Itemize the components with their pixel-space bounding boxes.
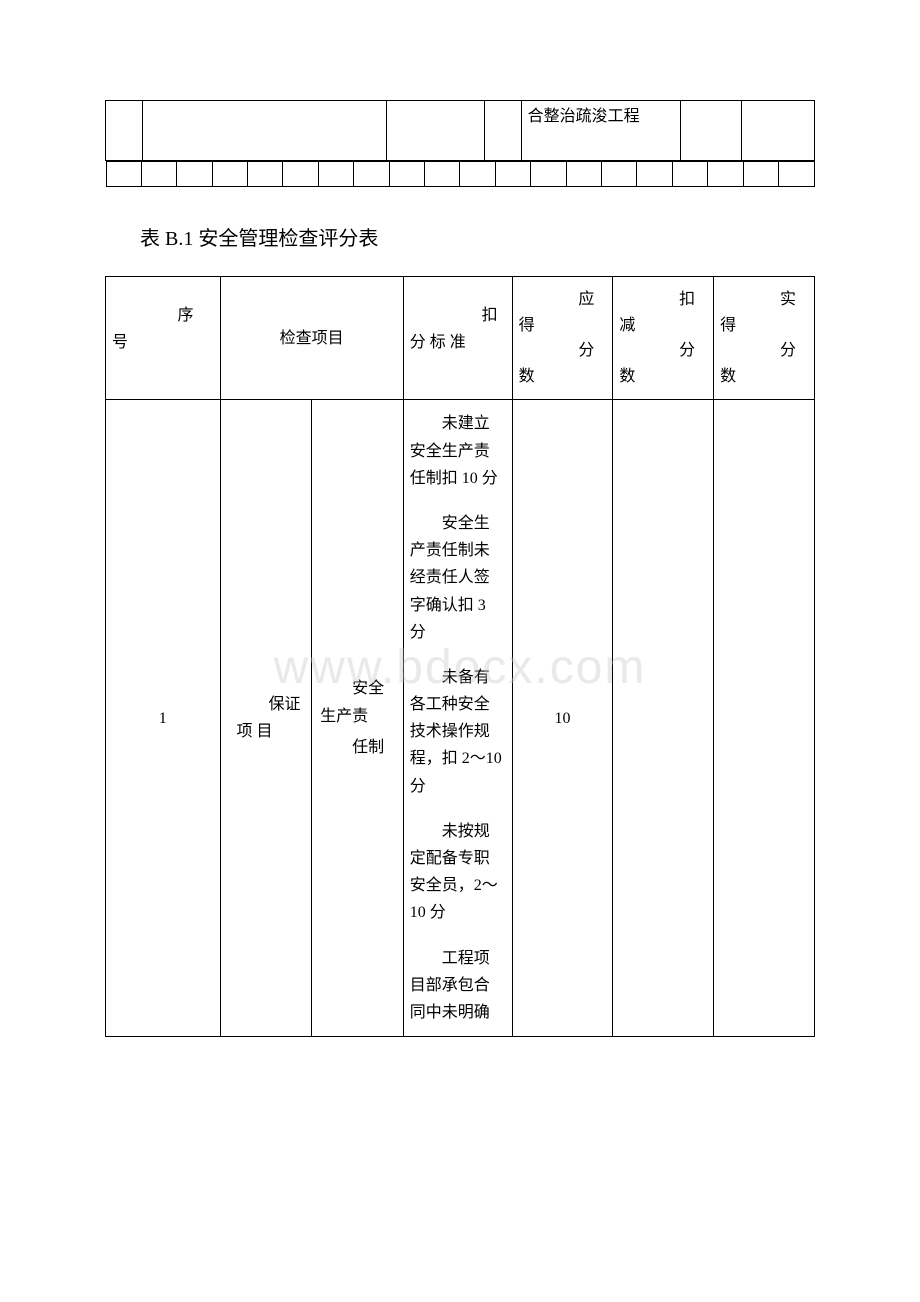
table-row: 1 保证 项 目 安全生产责 任制 未建立安全生产责任制扣 10 分 安全生产责…: [106, 400, 815, 1037]
empty-cell: [425, 162, 460, 187]
criteria-item: 工程项目部承包合同中未明确: [410, 945, 506, 1027]
empty-cell: [741, 101, 814, 161]
empty-cell: [248, 162, 283, 187]
criteria-cell: 未建立安全生产责任制扣 10 分 安全生产责任制未经责任人签字确认扣 3 分 未…: [403, 400, 512, 1037]
header-standard: 扣 分 标 准: [403, 277, 512, 400]
category-cell: 保证 项 目: [220, 400, 312, 1037]
criteria-item: 未备有各工种安全技术操作规程，扣 2～10 分: [410, 664, 506, 800]
header-seq: 序 号: [106, 277, 221, 400]
actual-score-cell: [714, 400, 815, 1037]
table-row: 合整治疏浚工程: [106, 101, 815, 161]
header-item: 检查项目: [220, 277, 403, 400]
empty-cell: [106, 162, 141, 187]
empty-cell: [387, 101, 485, 161]
seq-cell: 1: [106, 400, 221, 1037]
criteria-item: 安全生产责任制未经责任人签字确认扣 3 分: [410, 510, 506, 646]
top-table-fragment: 合整治疏浚工程: [105, 100, 815, 187]
empty-cell: [354, 162, 389, 187]
scoring-table: 序 号 检查项目 扣 分 标 准 应 得 分 数: [105, 276, 815, 1037]
empty-cell: [177, 162, 212, 187]
empty-cell: [531, 162, 566, 187]
sub-item-cell: 安全生产责 任制: [312, 400, 404, 1037]
table-header-row: 序 号 检查项目 扣 分 标 准 应 得 分 数: [106, 277, 815, 400]
empty-cell: [601, 162, 636, 187]
empty-cell: [672, 162, 707, 187]
header-max-score: 应 得 分 数: [512, 277, 613, 400]
empty-cell: [318, 162, 353, 187]
max-score-cell: 10: [512, 400, 613, 1037]
empty-cell: [283, 162, 318, 187]
criteria-item: 未按规定配备专职安全员，2～10 分: [410, 818, 506, 927]
header-deduct-score: 扣 减 分 数: [613, 277, 714, 400]
criteria-item: 未建立安全生产责任制扣 10 分: [410, 410, 506, 492]
empty-cell: [637, 162, 672, 187]
empty-cell: [212, 162, 247, 187]
empty-cell: [495, 162, 530, 187]
table-row: [106, 161, 815, 188]
table-title: 表 B.1 安全管理检查评分表: [140, 222, 815, 251]
empty-cell: [566, 162, 601, 187]
empty-cell: [708, 162, 743, 187]
empty-cell: [142, 101, 386, 161]
empty-cell: [389, 162, 424, 187]
empty-cell: [743, 162, 778, 187]
empty-cell: [778, 162, 814, 187]
deduct-score-cell: [613, 400, 714, 1037]
empty-cell: [106, 101, 143, 161]
empty-cell: [680, 101, 741, 161]
fragment-text-cell: 合整治疏浚工程: [521, 101, 680, 161]
empty-cell: [460, 162, 495, 187]
empty-cell: [141, 162, 176, 187]
document-page: 合整治疏浚工程: [0, 0, 920, 1037]
header-actual-score: 实 得 分 数: [714, 277, 815, 400]
empty-cell: [484, 101, 521, 161]
